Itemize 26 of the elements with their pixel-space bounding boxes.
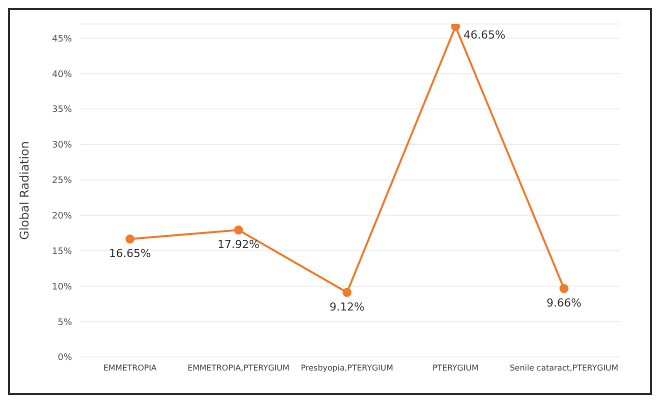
x-tick-label: EMMETROPIA,PTERYGIUM xyxy=(188,364,290,373)
y-axis-title: Global Radiation xyxy=(17,141,32,240)
y-tick-label: 15% xyxy=(52,246,72,257)
y-tick-label: 45% xyxy=(52,34,72,44)
x-tick-label: Presbyopia,PTERYGIUM xyxy=(300,364,394,373)
x-tick-label: Senile cataract,PTERYGIUM xyxy=(510,364,618,373)
data-label: 17.92% xyxy=(218,238,260,252)
y-tick-label: 0% xyxy=(58,353,72,364)
y-tick-label: 25% xyxy=(52,176,72,186)
x-tick-label: EMMETROPIA xyxy=(103,364,158,373)
data-label: 16.65% xyxy=(109,247,151,260)
y-tick-label: 20% xyxy=(52,211,72,222)
data-label: 9.66% xyxy=(546,296,582,310)
y-tick-label: 10% xyxy=(52,282,72,292)
data-label: 46.65% xyxy=(464,28,506,42)
y-tick-label: 5% xyxy=(58,318,72,328)
point xyxy=(451,24,460,31)
y-tick-label: 40% xyxy=(52,70,72,80)
x-tick-label: PTERYGIUM xyxy=(432,364,479,373)
y-tick-label: 35% xyxy=(52,105,72,116)
point xyxy=(126,234,134,244)
point xyxy=(560,284,568,294)
data-label: 9.12% xyxy=(330,300,364,314)
y-tick-label: 30% xyxy=(52,140,72,151)
point xyxy=(234,226,243,235)
point xyxy=(342,288,352,297)
